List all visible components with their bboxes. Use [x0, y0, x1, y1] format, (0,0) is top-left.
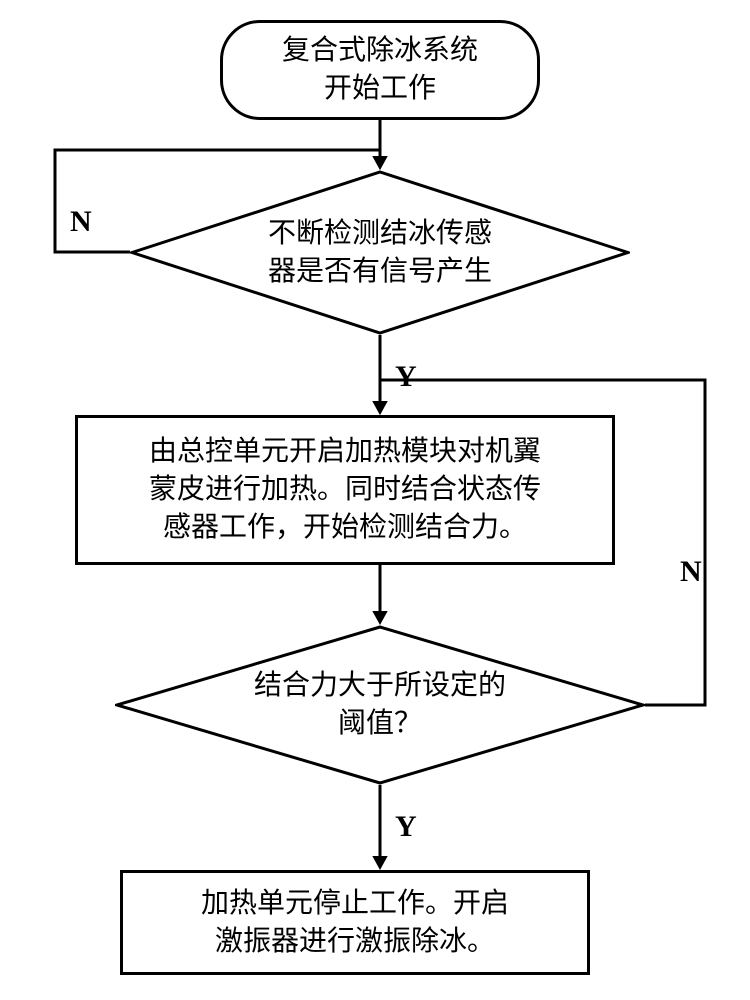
- node-check_ice: 不断检测结冰传感器是否有信号产生: [130, 170, 630, 335]
- label-n1: N: [70, 205, 92, 239]
- flowchart-canvas: 复合式除冰系统开始工作不断检测结冰传感器是否有信号产生由总控单元开启加热模块对机…: [0, 0, 750, 1000]
- node-stop: 加热单元停止工作。开启激振器进行激振除冰。: [120, 870, 590, 975]
- node-check_force-label: 结合力大于所设定的阈值？: [115, 625, 645, 785]
- node-check_ice-label: 不断检测结冰传感器是否有信号产生: [130, 170, 630, 335]
- node-check_force: 结合力大于所设定的阈值？: [115, 625, 645, 785]
- node-start: 复合式除冰系统开始工作: [220, 20, 540, 120]
- label-y1: Y: [395, 360, 417, 394]
- label-n2: N: [680, 555, 702, 589]
- node-heat: 由总控单元开启加热模块对机翼蒙皮进行加热。同时结合状态传感器工作，开始检测结合力…: [75, 415, 615, 565]
- label-y2: Y: [395, 810, 417, 844]
